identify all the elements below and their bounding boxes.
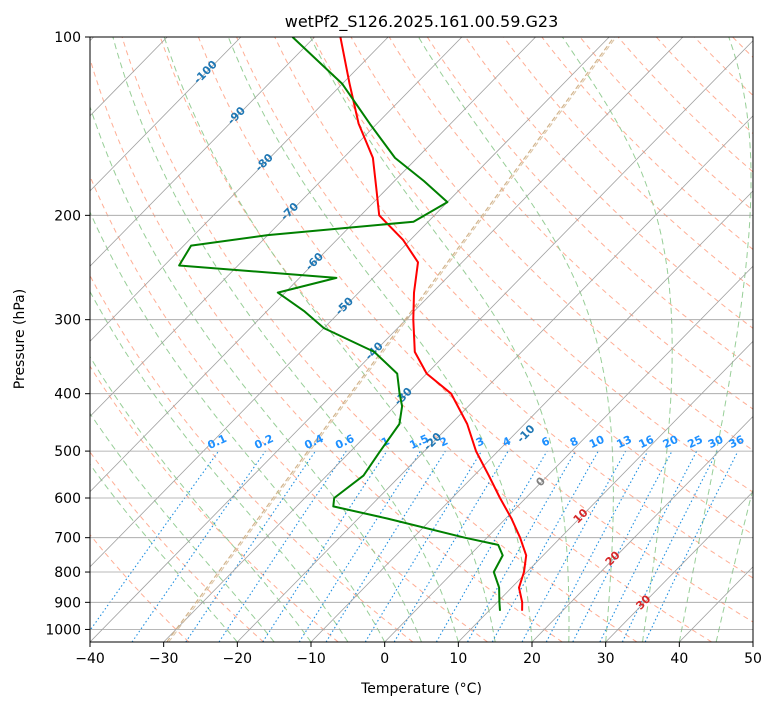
y-tick-label: 300: [54, 313, 81, 329]
y-tick-label: 100: [54, 30, 81, 46]
y-tick-label: 600: [54, 491, 81, 507]
y-tick-label: 700: [54, 531, 81, 547]
x-tick-label: −40: [75, 651, 105, 667]
chart-title: wetPf2_S126.2025.161.00.59.G23: [285, 12, 559, 32]
x-tick-label: 20: [523, 651, 541, 667]
x-tick-label: −10: [296, 651, 326, 667]
y-axis-label: Pressure (hPa): [12, 289, 28, 389]
y-tick-label: 900: [54, 595, 81, 611]
x-tick-label: 30: [597, 651, 615, 667]
x-axis-label: Temperature (°C): [360, 681, 482, 697]
y-tick-label: 500: [54, 444, 81, 460]
x-tick-label: 50: [744, 651, 762, 667]
y-tick-label: 1000: [45, 622, 81, 638]
x-tick-label: 40: [670, 651, 688, 667]
y-tick-label: 800: [54, 565, 81, 581]
x-tick-label: 0: [380, 651, 389, 667]
x-tick-label: −30: [149, 651, 179, 667]
y-tick-label: 200: [54, 208, 81, 224]
x-tick-label: −20: [223, 651, 253, 667]
y-tick-label: 400: [54, 387, 81, 403]
x-tick-label: 10: [449, 651, 467, 667]
